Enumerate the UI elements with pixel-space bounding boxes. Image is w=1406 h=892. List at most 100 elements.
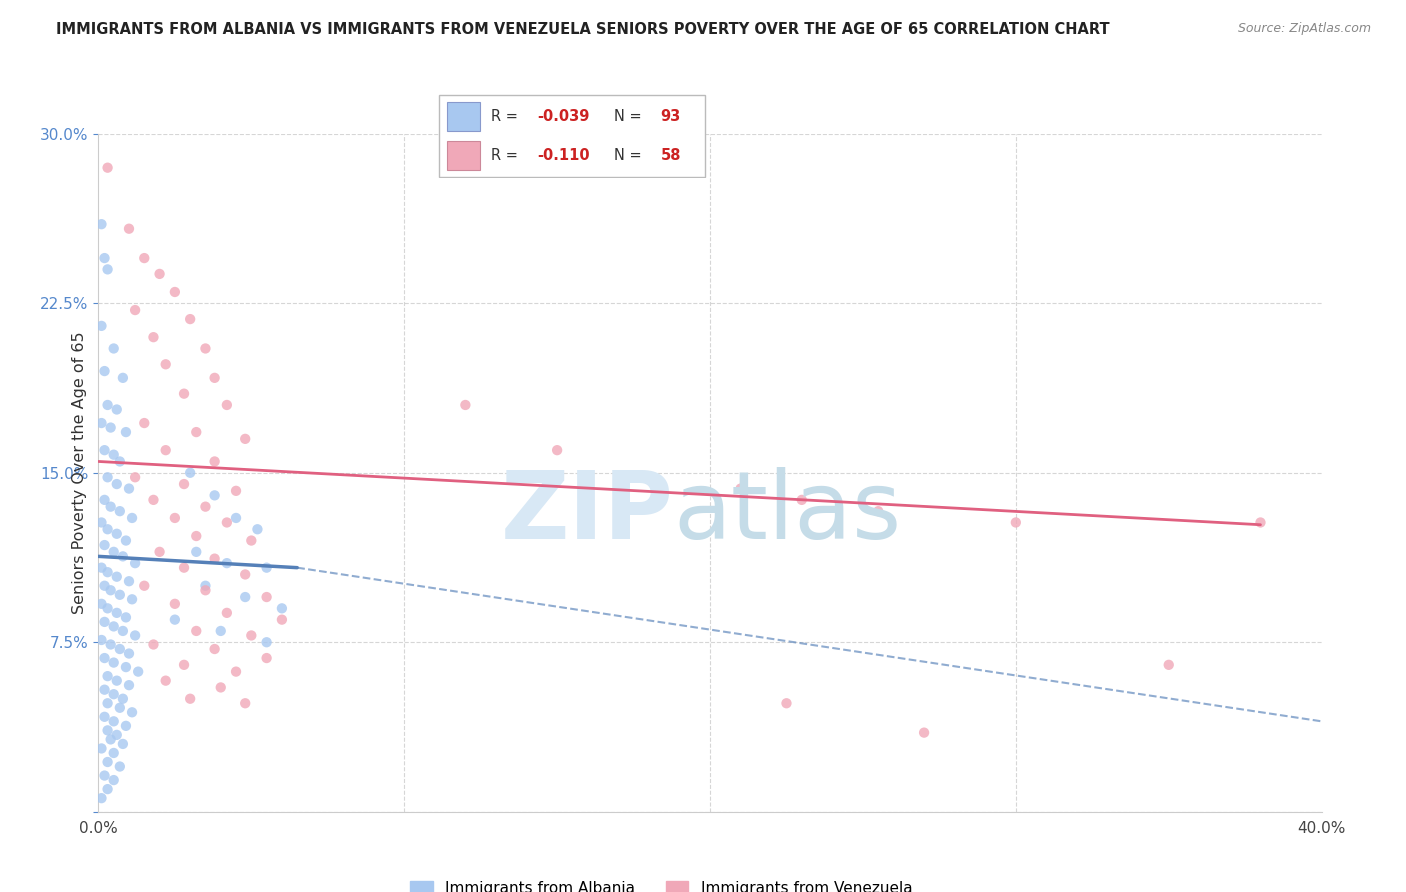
Point [108,454,131,468]
Point [118,482,141,496]
Point [93,682,115,697]
Point [97,755,120,769]
Point [163,597,186,611]
Point [97,782,120,797]
Point [97,601,120,615]
Point [209,681,232,695]
Point [90,741,112,756]
Point [240,533,263,548]
Point [93,492,115,507]
Point [233,696,256,710]
Point [103,619,125,633]
Point [179,691,201,706]
Point [233,590,256,604]
Point [246,522,269,536]
Point [100,500,122,514]
Point [93,651,115,665]
Point [233,432,256,446]
Point [90,791,112,805]
Text: ZIP: ZIP [501,467,673,559]
Point [97,696,120,710]
Point [93,768,115,782]
Point [105,526,128,541]
Point [149,545,172,559]
Point [90,516,112,530]
Point [1004,516,1026,530]
Point [186,425,208,439]
Point [134,416,156,430]
Text: atlas: atlas [673,467,901,559]
Point [108,759,131,773]
Point [97,522,120,536]
Point [186,545,208,559]
Point [103,656,125,670]
Point [194,579,217,593]
Point [93,538,115,552]
Point [215,398,238,412]
Point [186,624,208,638]
Point [103,342,125,356]
Point [225,665,247,679]
Point [93,443,115,458]
Point [790,492,813,507]
Point [155,357,177,371]
Point [204,454,226,468]
Point [204,642,226,657]
Point [121,706,143,720]
Point [225,483,247,498]
Point [124,303,146,318]
Point [90,217,112,231]
Point [103,545,125,559]
Text: N =: N = [614,109,647,124]
Point [111,624,134,638]
Point [637,470,661,484]
FancyBboxPatch shape [447,103,479,131]
Point [118,574,141,589]
Point [215,516,238,530]
Point [155,673,177,688]
Point [90,318,112,333]
Point [173,657,195,672]
Point [173,386,195,401]
Point [163,511,186,525]
Point [97,723,120,738]
Point [97,161,120,175]
Point [127,665,149,679]
Text: -0.039: -0.039 [537,109,589,124]
Point [111,737,134,751]
Point [100,638,122,652]
Text: R =: R = [491,148,527,163]
Point [256,651,278,665]
Point [90,597,112,611]
Point [163,613,186,627]
Point [115,533,138,548]
Point [103,448,125,462]
Point [105,673,128,688]
Point [97,669,120,683]
Point [142,330,165,344]
Point [108,700,131,714]
Point [121,511,143,525]
Point [546,443,568,458]
Point [194,342,217,356]
Point [115,425,138,439]
Point [186,529,208,543]
Point [97,565,120,579]
Text: 58: 58 [661,148,681,163]
Point [868,504,890,518]
Point [163,285,186,299]
Text: N =: N = [614,148,647,163]
Point [204,488,226,502]
Point [103,687,125,701]
Point [204,551,226,566]
Point [124,470,146,484]
Point [105,570,128,584]
Point [173,560,195,574]
Point [103,746,125,760]
Point [256,560,278,574]
Point [93,251,115,265]
Legend: Immigrants from Albania, Immigrants from Venezuela: Immigrants from Albania, Immigrants from… [411,880,912,892]
Point [179,466,201,480]
Point [105,402,128,417]
Point [142,638,165,652]
